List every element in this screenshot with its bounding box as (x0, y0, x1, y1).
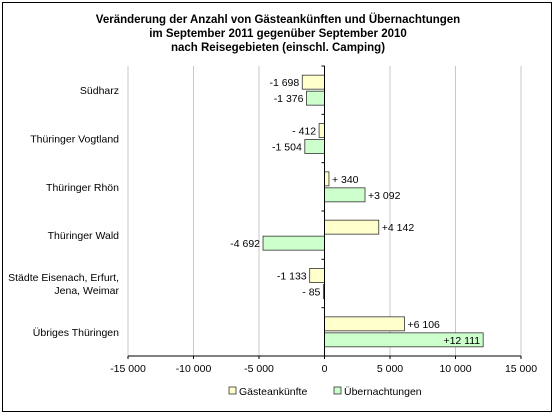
data-label: -1 376 (274, 93, 304, 105)
bar-gaesteankuenfte (324, 316, 405, 332)
bar-uebernachtungen (306, 90, 325, 106)
category-label: Übriges Thüringen (33, 327, 119, 339)
x-tick-label: 15 000 (505, 363, 537, 375)
data-label: -1 133 (277, 271, 307, 283)
category-label: Städte Eisenach, Erfurt, (8, 272, 119, 284)
category-label: Südharz (80, 85, 119, 97)
data-label: -1 504 (272, 142, 302, 154)
chart-title: Veränderung der Anzahl von Gästeankünfte… (0, 13, 556, 55)
title-line-3: nach Reisegebieten (einschl. Camping) (170, 42, 386, 54)
x-tick-label: -15 000 (110, 363, 146, 375)
bar-gaesteankuenfte (324, 171, 330, 187)
axes (127, 65, 522, 359)
x-tick-label: -10 000 (176, 363, 212, 375)
gridlines (127, 66, 522, 356)
legend-swatch (333, 386, 342, 395)
data-label: - 85 (302, 287, 320, 299)
tick-labels: -15 000 -10 000 -5 000 0 5 000 10 000 15 000 (110, 363, 537, 375)
data-label: +4 142 (382, 222, 415, 234)
title-line-2: im September 2011 gegenüber September 20… (149, 28, 407, 40)
category-label: Thüringer Wald (48, 230, 120, 242)
category-label: Thüringer Rhön (46, 182, 119, 194)
data-label: + 340 (332, 174, 359, 186)
data-label: +6 106 (407, 319, 440, 331)
category-labels: Südharz Thüringer Vogtland Thüringer Rhön T… (8, 85, 119, 339)
bar-gaesteankuenfte (318, 123, 325, 138)
bar-uebernachtungen (324, 187, 366, 203)
data-labels: -1 698 -1 376 - 412 -1 504 + 340 +3 092 +4 142… (230, 77, 480, 347)
x-tick-label: 5 000 (377, 363, 403, 375)
legend: Gästeankünfte Übernachtungen (228, 386, 422, 398)
legend-label: Übernachtungen (344, 386, 422, 398)
bar-uebernachtungen (304, 139, 325, 154)
x-tick-label: -5 000 (244, 363, 274, 375)
category-label: Jena, Weimar (54, 285, 119, 297)
legend-swatch (228, 386, 237, 395)
title-line-1: Veränderung der Anzahl von Gästeankünfte… (95, 14, 461, 26)
category-label: Thüringer Vogtland (30, 134, 119, 146)
data-label: -4 692 (230, 238, 260, 250)
data-label: +3 092 (368, 190, 401, 202)
x-tick-label: 10 000 (439, 363, 471, 375)
data-label: +12 111 (443, 335, 480, 347)
data-label: -1 698 (269, 77, 299, 89)
bar-gaesteankuenfte (309, 268, 325, 283)
bar-gaesteankuenfte (301, 74, 325, 90)
x-tick-label: 0 (322, 363, 328, 375)
bar-gaesteankuenfte (324, 219, 380, 235)
bars (262, 74, 484, 348)
data-label: - 412 (292, 126, 316, 138)
bar-uebernachtungen (262, 235, 325, 251)
legend-label: Gästeankünfte (239, 386, 307, 398)
